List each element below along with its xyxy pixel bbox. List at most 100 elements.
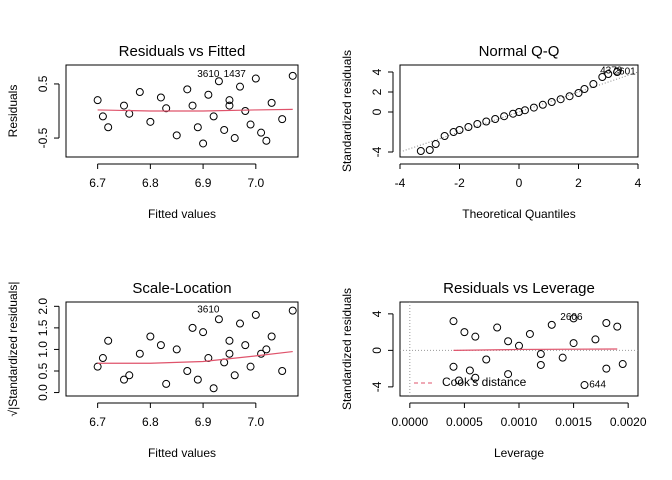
point xyxy=(125,109,134,118)
x-axis-label: Fitted values xyxy=(148,207,216,221)
point xyxy=(525,329,534,338)
point xyxy=(251,74,260,83)
x-tick-label: 6.8 xyxy=(142,415,159,429)
point xyxy=(120,101,128,110)
point xyxy=(449,128,458,136)
point xyxy=(504,370,513,379)
point xyxy=(162,104,171,113)
point xyxy=(209,112,218,121)
point xyxy=(193,375,202,384)
x-tick-label: 4 xyxy=(635,176,642,190)
x-tick-label: 6.9 xyxy=(195,176,212,190)
smooth-line xyxy=(97,108,293,112)
point xyxy=(471,373,480,382)
x-tick-label: 0 xyxy=(516,176,523,190)
chart-title: Residuals vs Fitted xyxy=(119,43,246,60)
y-tick-label: -4 xyxy=(370,381,384,392)
point xyxy=(504,337,513,346)
point xyxy=(500,112,509,121)
point xyxy=(520,106,529,115)
point xyxy=(225,101,234,110)
point xyxy=(199,328,208,337)
point xyxy=(278,366,287,375)
point xyxy=(104,123,113,132)
point xyxy=(193,123,202,132)
x-tick-label: 6.8 xyxy=(142,176,159,190)
chart-title: Normal Q-Q xyxy=(479,43,560,60)
y-tick-label: 2.0 xyxy=(36,298,50,315)
point-label: 3610 xyxy=(197,304,220,315)
point xyxy=(454,376,463,385)
x-tick-label: 2 xyxy=(575,176,582,190)
point xyxy=(146,332,155,341)
point xyxy=(156,93,165,102)
point xyxy=(241,107,250,115)
point xyxy=(425,146,434,154)
point xyxy=(455,126,464,134)
point xyxy=(120,375,128,384)
point xyxy=(574,89,583,97)
point xyxy=(225,96,234,105)
point xyxy=(257,349,266,358)
point xyxy=(188,101,197,110)
point xyxy=(162,379,171,388)
point xyxy=(589,80,598,88)
point xyxy=(618,360,627,369)
point xyxy=(493,323,502,332)
point xyxy=(613,68,622,76)
point xyxy=(465,366,474,375)
point xyxy=(246,362,255,371)
x-tick-label: 0.0020 xyxy=(610,415,647,429)
point xyxy=(536,350,545,359)
x-tick-label: -2 xyxy=(454,176,465,190)
point xyxy=(251,310,260,319)
smooth-line xyxy=(97,350,293,364)
point xyxy=(214,315,223,324)
point xyxy=(267,98,276,107)
point xyxy=(602,318,611,327)
point xyxy=(580,85,589,93)
point xyxy=(172,131,181,140)
point xyxy=(104,336,113,345)
point xyxy=(613,322,622,331)
point xyxy=(288,306,297,315)
x-tick-label: 0.0000 xyxy=(391,415,428,429)
x-tick-label: 7.0 xyxy=(247,415,264,429)
point xyxy=(569,314,578,323)
point xyxy=(431,140,440,148)
point xyxy=(449,362,458,371)
point xyxy=(591,335,600,344)
point xyxy=(491,115,500,123)
x-tick-label: 6.7 xyxy=(89,176,106,190)
point xyxy=(183,85,192,94)
point xyxy=(220,125,229,134)
x-tick-label: 6.9 xyxy=(195,415,212,429)
point xyxy=(93,96,102,105)
point xyxy=(556,95,565,104)
y-tick-label: 1.0 xyxy=(36,341,50,358)
point xyxy=(225,349,234,358)
point xyxy=(288,71,297,80)
plot-frame xyxy=(65,64,299,158)
point xyxy=(538,100,547,109)
y-tick-label: 0.5 xyxy=(36,75,50,92)
chart-title: Residuals vs Leverage xyxy=(443,280,595,297)
x-tick-label: 6.7 xyxy=(89,415,106,429)
y-tick-label: 0.0 xyxy=(36,384,50,401)
point xyxy=(93,362,102,371)
point xyxy=(188,323,197,332)
point xyxy=(98,354,107,363)
point xyxy=(529,103,538,112)
x-axis-label: Fitted values xyxy=(148,446,216,460)
x-tick-label: 7.0 xyxy=(247,176,264,190)
point xyxy=(604,70,613,78)
plot-frame xyxy=(399,64,639,158)
point xyxy=(257,128,266,137)
plot-frame xyxy=(65,301,299,397)
point xyxy=(172,345,181,354)
legend-label: Cook's distance xyxy=(442,375,527,389)
y-axis-label: Standardized residuals xyxy=(340,288,354,410)
point xyxy=(547,320,556,329)
point xyxy=(449,317,458,326)
